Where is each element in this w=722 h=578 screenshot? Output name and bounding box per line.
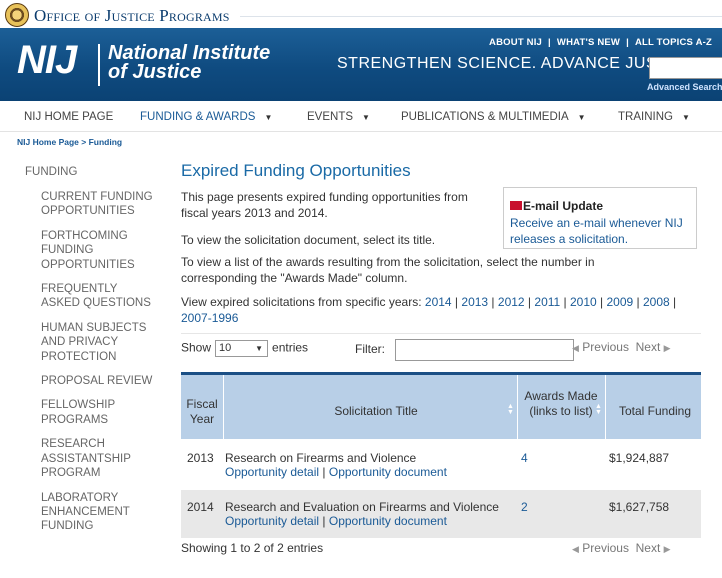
all-topics-link[interactable]: ALL TOPICS A-Z <box>634 37 712 48</box>
divider <box>181 333 701 334</box>
chevron-down-icon: ▼ <box>681 113 690 122</box>
email-update-box: E-mail Update Receive an e-mail whenever… <box>503 187 697 249</box>
year-link-2014[interactable]: 2014 <box>424 295 452 309</box>
year-link-2011[interactable]: 2011 <box>534 295 561 309</box>
show-label: Show <box>181 340 212 355</box>
sidebar-item-research-assistantship[interactable]: RESEARCH ASSISTANTSHIP PROGRAM <box>41 438 131 480</box>
col-solicitation-title[interactable]: Solicitation Title <box>334 404 418 418</box>
table-row: 2013 Research on Firearms and Violence O… <box>181 441 701 489</box>
table-header: Fiscal Year Solicitation Title ▲ ▼ Awards… <box>181 372 701 439</box>
solicitation-title-link[interactable]: Research and Evaluation on Firearms and … <box>225 500 499 514</box>
sidebar-item-fellowship[interactable]: FELLOWSHIP PROGRAMS <box>41 399 115 426</box>
year-link-2010[interactable]: 2010 <box>570 295 597 309</box>
col-awards-made[interactable]: Awards Made (links to list) <box>524 389 598 418</box>
view-awards-text: To view a list of the awards resulting f… <box>181 255 595 285</box>
pager-bottom: ◀ Previous Next ▶ <box>572 541 671 555</box>
opportunity-document-link[interactable]: Opportunity document <box>328 465 447 479</box>
cell-title: Research on Firearms and Violence Opport… <box>225 451 447 479</box>
top-links: ABOUT NIJ | WHAT'S NEW | ALL TOPICS A-Z <box>489 37 712 48</box>
previous-button[interactable]: ◀ Previous <box>572 541 629 555</box>
nij-logo[interactable]: NIJ <box>17 38 77 82</box>
sidebar-item-human-subjects[interactable]: HUMAN SUBJECTS AND PRIVACY PROTECTION <box>41 321 147 363</box>
next-button[interactable]: Next ▶ <box>635 541 671 555</box>
year-link-2013[interactable]: 2013 <box>461 295 489 309</box>
ojp-title[interactable]: Office of Justice Programs <box>34 6 230 25</box>
email-update-title[interactable]: E-mail Update <box>510 199 603 213</box>
view-document-text: To view the solicitation document, selec… <box>181 233 436 247</box>
logo-divider <box>98 44 100 86</box>
solicitation-title-link[interactable]: Research on Firearms and Violence <box>225 451 417 465</box>
entries-control: Show 10 ▼ entries <box>181 340 308 357</box>
email-update-link[interactable]: Receive an e-mail whenever NIJ releases … <box>510 216 683 246</box>
opportunity-detail-link[interactable]: Opportunity detail <box>225 465 320 479</box>
year-link-2009[interactable]: 2009 <box>606 295 634 309</box>
sort-icon: ▲ ▼ <box>507 403 514 416</box>
nav-funding-awards[interactable]: FUNDING & AWARDS ▼ <box>140 111 273 123</box>
table-info: Showing 1 to 2 of 2 entries <box>181 541 324 555</box>
advanced-search-link[interactable]: Advanced Search <box>647 82 722 92</box>
entries-label: entries <box>272 340 309 355</box>
intro-text: This page presents expired funding oppor… <box>181 190 468 220</box>
site-header: NIJ National Institute of Justice ABOUT … <box>0 28 722 101</box>
chevron-down-icon: ▼ <box>264 113 273 122</box>
sidebar-item-laboratory-enhancement[interactable]: LABORATORY ENHANCEMENT FUNDING <box>41 491 130 533</box>
col-total-funding[interactable]: Total Funding <box>618 404 692 418</box>
page-title: Expired Funding Opportunities <box>181 161 411 180</box>
cell-funding: $1,627,758 <box>609 500 670 514</box>
cell-year: 2013 <box>187 451 214 465</box>
envelope-icon <box>510 201 522 210</box>
sort-icon: ▲ ▼ <box>595 403 602 416</box>
years-filter: View expired solicitations from specific… <box>181 295 677 325</box>
col-fiscal-year[interactable]: Fiscal Year <box>186 397 218 426</box>
ojp-bar: Office of Justice Programs <box>0 0 722 28</box>
nav-home[interactable]: NIJ HOME PAGE <box>24 111 114 123</box>
site-search-input[interactable] <box>649 57 722 79</box>
entries-select[interactable]: 10 ▼ <box>215 340 269 357</box>
cell-title: Research and Evaluation on Firearms and … <box>225 500 499 528</box>
opportunity-document-link[interactable]: Opportunity document <box>328 514 447 528</box>
cell-funding: $1,924,887 <box>609 451 670 465</box>
filter-label: Filter: <box>355 342 385 356</box>
awards-count-link[interactable]: 4 <box>521 451 528 465</box>
previous-button[interactable]: ◀ Previous <box>572 340 629 354</box>
about-nij-link[interactable]: ABOUT NIJ <box>489 37 543 48</box>
nav-publications[interactable]: PUBLICATIONS & MULTIMEDIA ▼ <box>401 111 586 123</box>
table-row: 2014 Research and Evaluation on Firearms… <box>181 490 701 538</box>
triangle-left-icon: ◀ <box>572 343 579 353</box>
logo-line-1: National Institute <box>108 42 271 64</box>
next-button[interactable]: Next ▶ <box>635 340 671 354</box>
filter-input[interactable] <box>395 339 574 361</box>
years-label: View expired solicitations from specific… <box>181 295 422 309</box>
awards-count-link[interactable]: 2 <box>521 500 528 514</box>
sidebar-item-proposal-review[interactable]: PROPOSAL REVIEW <box>41 375 153 388</box>
sidebar: FUNDING CURRENT FUNDING OPPORTUNITIES FO… <box>25 166 155 544</box>
main-nav: NIJ HOME PAGE FUNDING & AWARDS ▼ EVENTS ▼ … <box>0 101 722 132</box>
sidebar-item-faq[interactable]: FREQUENTLY ASKED QUESTIONS <box>41 283 151 310</box>
divider <box>240 16 722 17</box>
cell-year: 2014 <box>187 500 214 514</box>
pager-top: ◀ Previous Next ▶ <box>572 340 671 354</box>
chevron-down-icon: ▼ <box>362 113 370 122</box>
ojp-seal-icon <box>5 3 29 27</box>
triangle-left-icon: ◀ <box>572 544 579 554</box>
nij-logo-text[interactable]: National Institute of Justice <box>108 42 271 83</box>
chevron-down-icon: ▼ <box>255 344 264 353</box>
whats-new-link[interactable]: WHAT'S NEW <box>556 37 621 48</box>
opportunity-detail-link[interactable]: Opportunity detail <box>225 514 320 528</box>
triangle-right-icon: ▶ <box>663 343 671 353</box>
sidebar-item-current-funding[interactable]: CURRENT FUNDING OPPORTUNITIES <box>41 191 153 218</box>
sidebar-item-forthcoming-funding[interactable]: FORTHCOMING FUNDING OPPORTUNITIES <box>41 229 135 271</box>
year-link-2008[interactable]: 2008 <box>643 295 670 309</box>
chevron-down-icon: ▼ <box>577 113 586 122</box>
sidebar-heading[interactable]: FUNDING <box>25 166 78 178</box>
tagline: STRENGTHEN SCIENCE. ADVANCE JUSTICE. <box>337 55 701 72</box>
logo-line-2: of Justice <box>108 61 202 83</box>
triangle-right-icon: ▶ <box>663 544 671 554</box>
nav-events[interactable]: EVENTS ▼ <box>307 111 370 123</box>
year-link-2012[interactable]: 2012 <box>497 295 525 309</box>
breadcrumb[interactable]: NIJ Home Page > Funding <box>17 137 123 147</box>
nav-training[interactable]: TRAINING ▼ <box>618 111 690 123</box>
year-link-2007-1996[interactable]: 2007-1996 <box>181 311 239 325</box>
